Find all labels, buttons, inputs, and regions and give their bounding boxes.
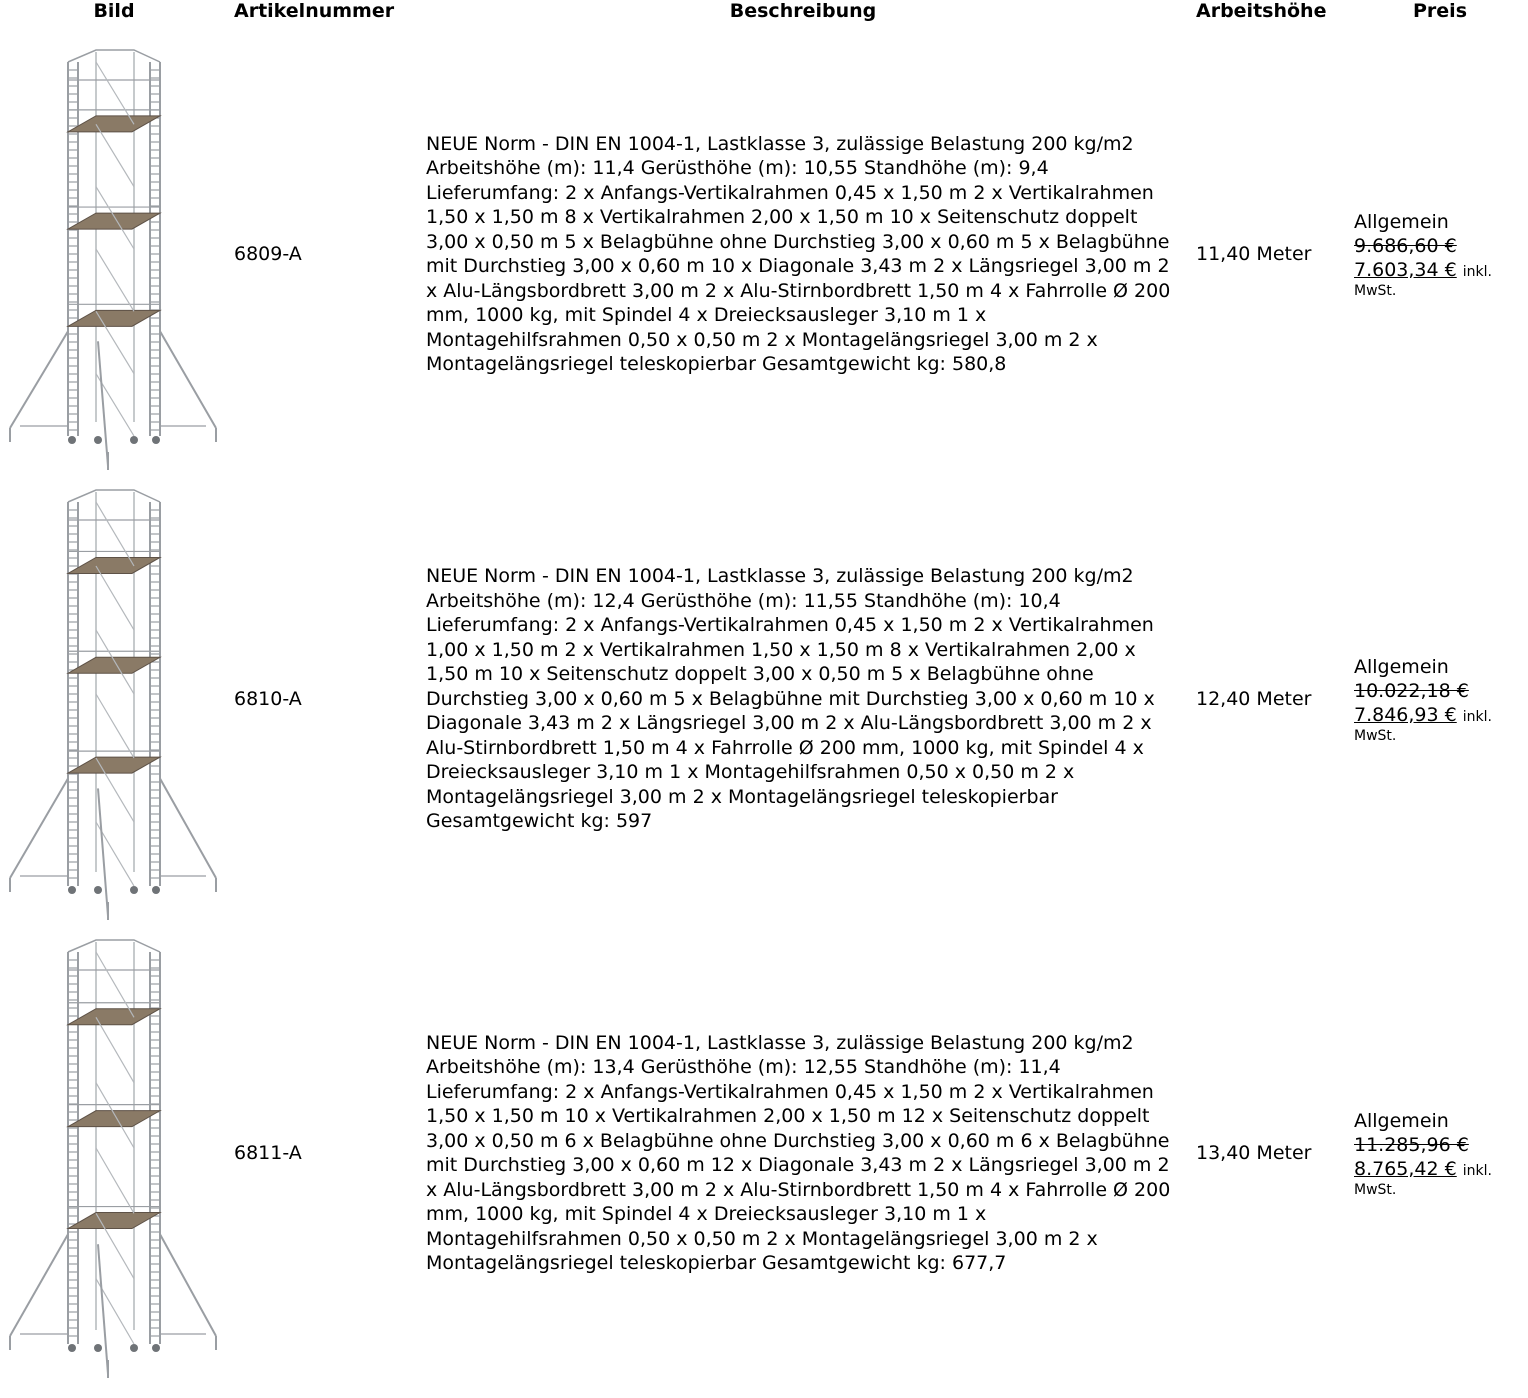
platform-deck — [66, 1110, 162, 1128]
vat-note-inkl: inkl. — [1462, 708, 1493, 725]
header-article-number: Artikelnummer — [234, 0, 395, 22]
castor-back-right — [130, 436, 138, 444]
product-description: NEUE Norm - DIN EN 1004-1, Lastklasse 3,… — [426, 565, 1155, 833]
castor-left — [68, 436, 76, 444]
diagonal-brace — [95, 1017, 135, 1083]
castor-back-left — [94, 436, 102, 444]
castor-back-left — [94, 1344, 102, 1352]
diagonal-brace — [95, 693, 135, 759]
vat-note-inkl: inkl. — [1462, 1162, 1493, 1179]
article-number[interactable]: 6811-A — [234, 1141, 302, 1164]
diagonal-brace — [95, 629, 135, 695]
platform-deck — [66, 656, 162, 674]
table-row: 6811-A NEUE Norm - DIN EN 1004-1, Lastkl… — [0, 926, 1528, 1380]
price-block: Allgemein 11.285,96 € 8.765,42 € inkl. M… — [1348, 926, 1528, 1380]
old-price: 10.022,18 € — [1354, 679, 1469, 702]
outrigger-left — [9, 777, 69, 879]
diagonal-brace — [95, 951, 135, 1018]
diagonal-brace — [95, 1082, 135, 1149]
platform-deck — [66, 756, 162, 774]
old-price: 11.285,96 € — [1354, 1133, 1469, 1156]
price-label: Allgemein — [1354, 210, 1449, 233]
product-image-cell — [0, 472, 228, 926]
castor-left — [68, 886, 76, 894]
diagonal-brace — [95, 248, 135, 312]
diagonal-brace — [95, 1147, 135, 1214]
platform-deck — [66, 212, 162, 230]
article-number[interactable]: 6809-A — [234, 242, 302, 265]
platform-deck — [66, 115, 162, 133]
new-price[interactable]: 7.846,93 € — [1354, 703, 1457, 726]
outrigger-right — [159, 330, 217, 429]
vat-note-mwst: MwSt. — [1354, 727, 1397, 744]
outrigger-right — [159, 777, 217, 879]
diagonal-brace — [95, 757, 135, 823]
scaffold-tower-image[interactable] — [0, 476, 224, 922]
platform-deck — [66, 309, 162, 327]
outrigger-right — [159, 1233, 217, 1337]
platform-deck — [66, 556, 162, 574]
product-description: NEUE Norm - DIN EN 1004-1, Lastklasse 3,… — [426, 132, 1171, 376]
platform-deck — [66, 1212, 162, 1230]
product-description: NEUE Norm - DIN EN 1004-1, Lastklasse 3,… — [426, 1031, 1171, 1275]
top-guardrail — [67, 939, 161, 953]
working-height: 11,40 Meter — [1196, 242, 1312, 265]
new-price[interactable]: 8.765,42 € — [1354, 1157, 1457, 1180]
price-label: Allgemein — [1354, 1109, 1449, 1132]
table-header: Bild Artikelnummer Beschreibung Arbeitsh… — [0, 0, 1528, 36]
scaffold-tower-image[interactable] — [0, 36, 224, 472]
new-price-line: 7.846,93 € inkl. — [1354, 704, 1492, 726]
castor-back-right — [130, 1344, 138, 1352]
top-guardrail — [67, 49, 161, 63]
outrigger-left — [9, 330, 69, 429]
top-guardrail — [67, 489, 161, 503]
new-price-line: 8.765,42 € inkl. — [1354, 1158, 1492, 1180]
scaffold-tower-image[interactable] — [0, 926, 224, 1380]
working-height: 12,40 Meter — [1196, 687, 1312, 710]
castor-back-right — [130, 886, 138, 894]
diagonal-brace — [95, 311, 135, 374]
product-image-cell — [0, 36, 228, 472]
diagonal-brace — [95, 186, 135, 250]
working-height: 13,40 Meter — [1196, 1141, 1312, 1164]
castor-right — [152, 436, 160, 444]
diagonal-brace — [95, 501, 135, 567]
diagonal-brace — [95, 565, 135, 631]
price-block: Allgemein 9.686,60 € 7.603,34 € inkl. Mw… — [1348, 36, 1528, 472]
castor-left — [68, 1344, 76, 1352]
new-price[interactable]: 7.603,34 € — [1354, 258, 1457, 281]
table-row: 6809-A NEUE Norm - DIN EN 1004-1, Lastkl… — [0, 36, 1528, 472]
header-image: Bild — [93, 0, 135, 22]
castor-back-left — [94, 886, 102, 894]
header-price: Preis — [1413, 0, 1468, 22]
diagonal-brace — [95, 61, 135, 125]
article-number[interactable]: 6810-A — [234, 687, 302, 710]
diagonal-brace — [95, 1213, 135, 1279]
product-image-cell — [0, 926, 228, 1380]
diagonal-brace — [95, 124, 135, 187]
castor-right — [152, 1344, 160, 1352]
outrigger-front — [97, 341, 109, 467]
new-price-line: 7.603,34 € inkl. — [1354, 259, 1492, 281]
outrigger-front — [97, 1244, 109, 1375]
vat-note-mwst: MwSt. — [1354, 282, 1397, 299]
price-block: Allgemein 10.022,18 € 7.846,93 € inkl. M… — [1348, 472, 1528, 926]
vat-note-inkl: inkl. — [1462, 263, 1493, 280]
castor-right — [152, 886, 160, 894]
header-working-height: Arbeitshöhe — [1196, 0, 1327, 22]
outrigger-left — [9, 1233, 69, 1337]
header-description: Beschreibung — [729, 0, 877, 22]
platform-deck — [66, 1008, 162, 1026]
old-price: 9.686,60 € — [1354, 234, 1457, 257]
outrigger-front — [97, 788, 109, 917]
price-label: Allgemein — [1354, 655, 1449, 678]
table-row: 6810-A NEUE Norm - DIN EN 1004-1, Lastkl… — [0, 472, 1528, 926]
vat-note-mwst: MwSt. — [1354, 1181, 1397, 1198]
